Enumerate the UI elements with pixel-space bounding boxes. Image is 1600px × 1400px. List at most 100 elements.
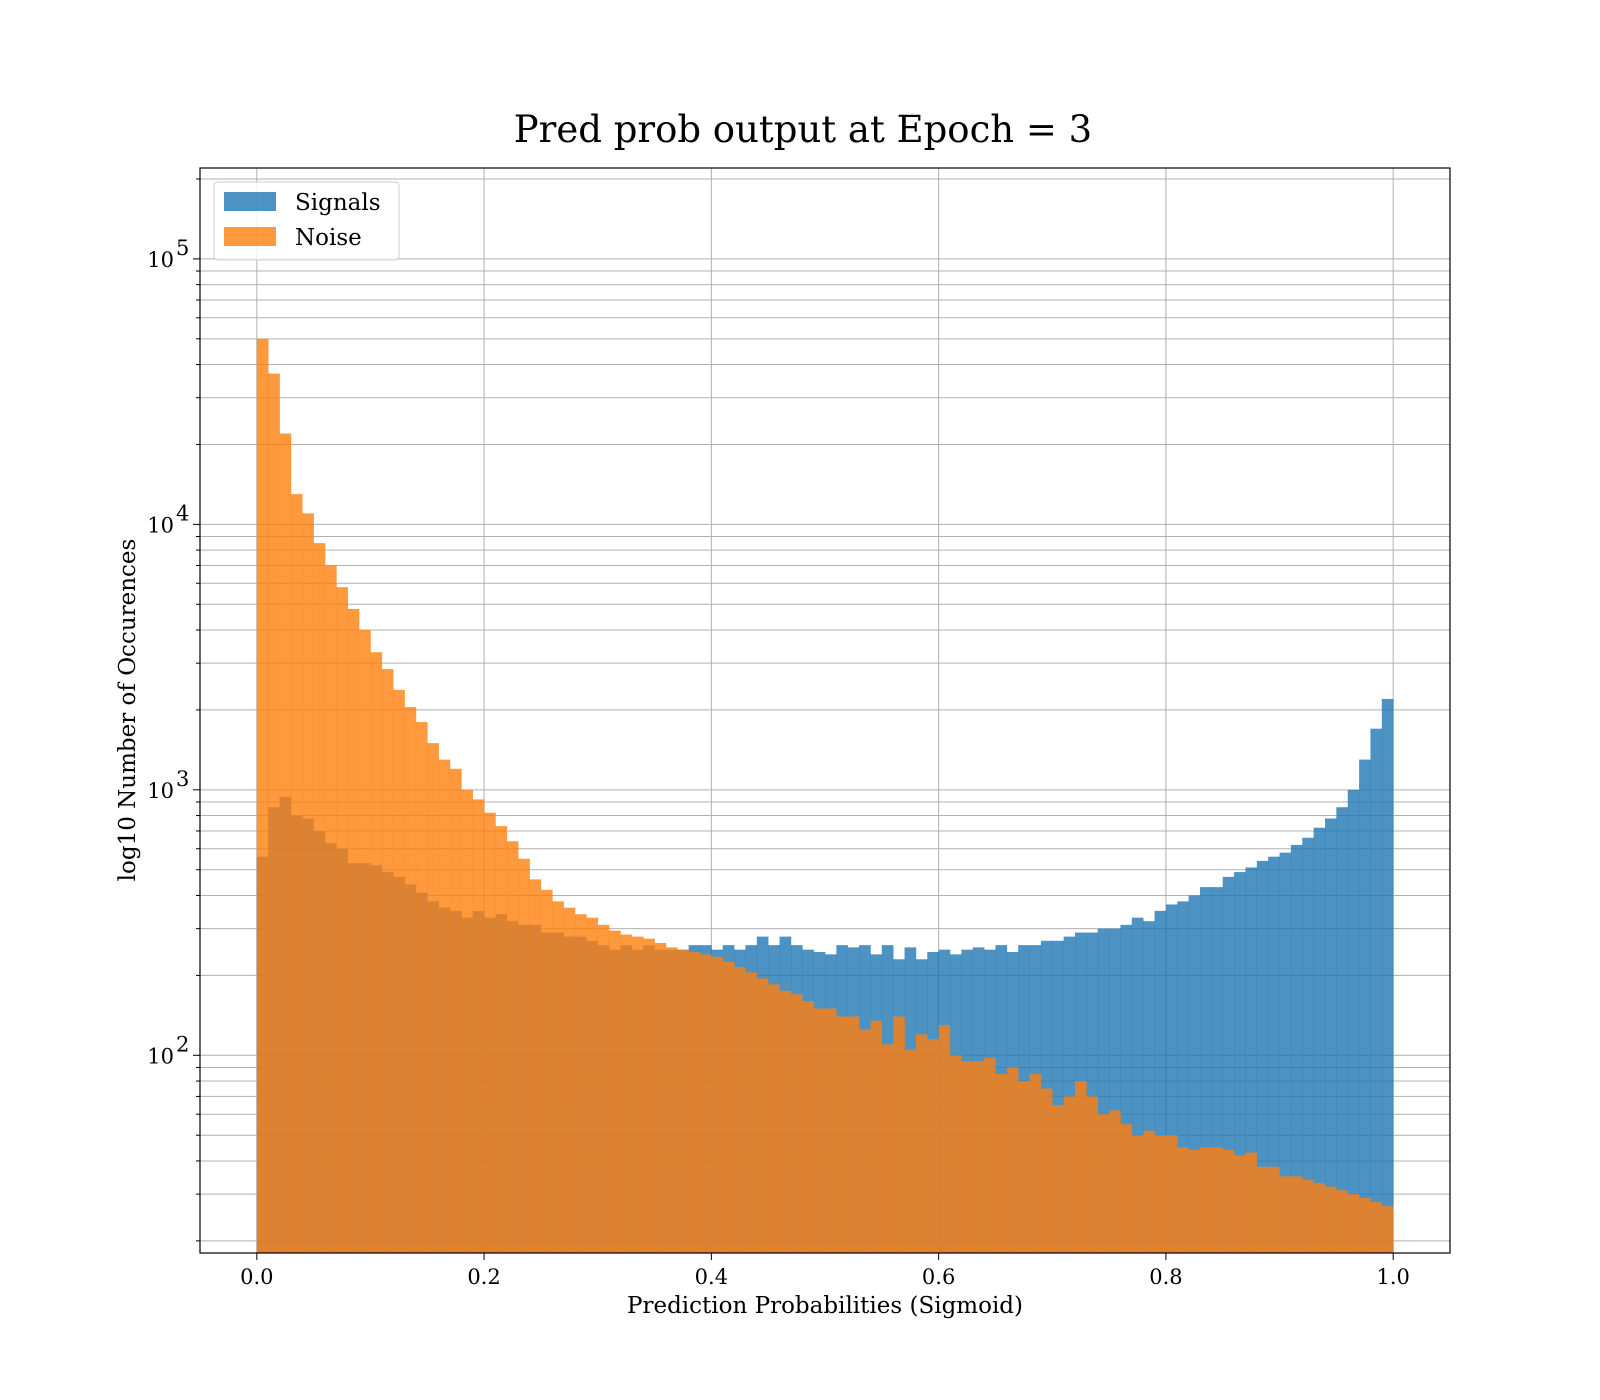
bar-noise xyxy=(279,433,292,1253)
legend: Signals Noise xyxy=(213,181,400,261)
bar-noise xyxy=(700,954,712,1253)
y-axis-label: log10 Number of Occurences xyxy=(115,539,141,882)
legend-swatch-noise xyxy=(224,227,276,246)
bar-noise xyxy=(1109,1110,1121,1253)
bar-noise xyxy=(881,1044,894,1253)
x-tick-label: 1.0 xyxy=(1376,1265,1409,1289)
bar-noise xyxy=(325,565,337,1253)
y-tick-exponent: 5 xyxy=(176,236,189,260)
bar-noise xyxy=(1052,1104,1064,1253)
bar-noise xyxy=(688,951,701,1253)
bar-noise xyxy=(915,1034,928,1253)
bar-noise xyxy=(665,947,678,1253)
bar-noise xyxy=(415,722,428,1253)
bar-signals xyxy=(1336,807,1349,1253)
bar-noise xyxy=(677,949,689,1253)
bar-noise xyxy=(427,743,439,1253)
bar-noise xyxy=(518,858,530,1253)
bar-noise xyxy=(359,630,371,1253)
bar-noise xyxy=(802,1001,814,1253)
bar-noise xyxy=(847,1016,860,1253)
bar-noise xyxy=(597,924,610,1253)
bar-noise xyxy=(336,587,349,1253)
bar-signals xyxy=(1154,910,1167,1253)
bar-noise xyxy=(347,608,360,1253)
bar-signals xyxy=(1290,844,1303,1253)
bar-noise xyxy=(1063,1096,1076,1253)
bar-noise xyxy=(575,914,587,1253)
bar-noise xyxy=(268,373,280,1254)
bar-signals xyxy=(1256,860,1269,1253)
bar-signals xyxy=(1381,698,1394,1253)
bar-noise xyxy=(438,759,451,1253)
bar-noise xyxy=(1211,1147,1224,1253)
bar-noise xyxy=(461,789,474,1253)
bar-noise xyxy=(1018,1081,1030,1253)
bar-noise xyxy=(1336,1190,1349,1253)
bar-noise xyxy=(927,1039,939,1253)
bar-noise xyxy=(790,994,803,1253)
bar-noise xyxy=(620,934,633,1253)
y-tick-label: 10 xyxy=(147,513,174,537)
bar-noise xyxy=(1143,1130,1155,1253)
bar-noise xyxy=(1040,1088,1053,1253)
bar-noise xyxy=(711,956,724,1253)
bar-signals xyxy=(1313,827,1326,1253)
bar-noise xyxy=(1381,1206,1394,1253)
bar-noise xyxy=(381,669,394,1253)
bar-signals xyxy=(1347,789,1360,1253)
bar-noise xyxy=(1131,1135,1144,1253)
bar-noise xyxy=(972,1061,985,1253)
bar-noise xyxy=(995,1074,1008,1253)
y-tick-exponent: 2 xyxy=(176,1032,189,1056)
plot-frame xyxy=(199,167,1451,1254)
bar-noise xyxy=(302,513,314,1253)
bar-noise xyxy=(256,338,269,1253)
bar-noise xyxy=(1302,1179,1314,1253)
chart-title: Pred prob output at Epoch = 3 xyxy=(514,108,1092,151)
legend-label-noise: Noise xyxy=(295,225,362,251)
bar-noise xyxy=(1120,1124,1133,1253)
x-tick-label: 0.0 xyxy=(240,1265,273,1289)
bar-signals xyxy=(1234,872,1246,1253)
bar-signals xyxy=(1131,917,1144,1253)
bar-signals xyxy=(1222,876,1235,1253)
bar-noise xyxy=(768,984,780,1253)
bar-noise xyxy=(1370,1202,1383,1253)
bar-signals xyxy=(1177,901,1189,1253)
bar-noise xyxy=(654,942,667,1253)
bar-noise xyxy=(1097,1114,1110,1253)
bar-noise xyxy=(825,1008,837,1253)
bar-noise xyxy=(722,961,735,1253)
bar-noise xyxy=(1279,1176,1292,1253)
bar-signals xyxy=(1052,940,1064,1253)
bar-noise xyxy=(1347,1194,1360,1253)
bar-noise xyxy=(734,967,746,1253)
bar-noise xyxy=(745,972,758,1253)
x-tick-label: 0.8 xyxy=(1149,1265,1182,1289)
y-tick-label: 10 xyxy=(147,248,174,272)
bar-noise xyxy=(404,707,417,1253)
bar-noise xyxy=(779,990,792,1253)
legend-label-signals: Signals xyxy=(295,190,381,216)
bar-noise xyxy=(529,879,542,1253)
bar-noise xyxy=(813,1008,826,1253)
bar-signals xyxy=(1120,924,1133,1253)
bar-noise xyxy=(961,1061,974,1253)
bar-noise xyxy=(393,689,405,1253)
bar-signals xyxy=(1211,887,1224,1253)
x-tick-label: 0.2 xyxy=(467,1265,500,1289)
bar-noise xyxy=(609,930,621,1253)
bar-noise xyxy=(313,543,326,1253)
bar-noise xyxy=(1245,1152,1258,1253)
bar-signals xyxy=(1200,887,1212,1253)
bar-noise xyxy=(1165,1135,1178,1253)
bar-signals xyxy=(1109,928,1121,1253)
bar-noise xyxy=(1154,1135,1167,1253)
bar-noise xyxy=(631,936,644,1253)
bar-noise xyxy=(1313,1183,1326,1253)
bar-noise xyxy=(1086,1096,1099,1253)
bar-noise xyxy=(552,901,564,1253)
bar-noise xyxy=(1222,1149,1235,1253)
